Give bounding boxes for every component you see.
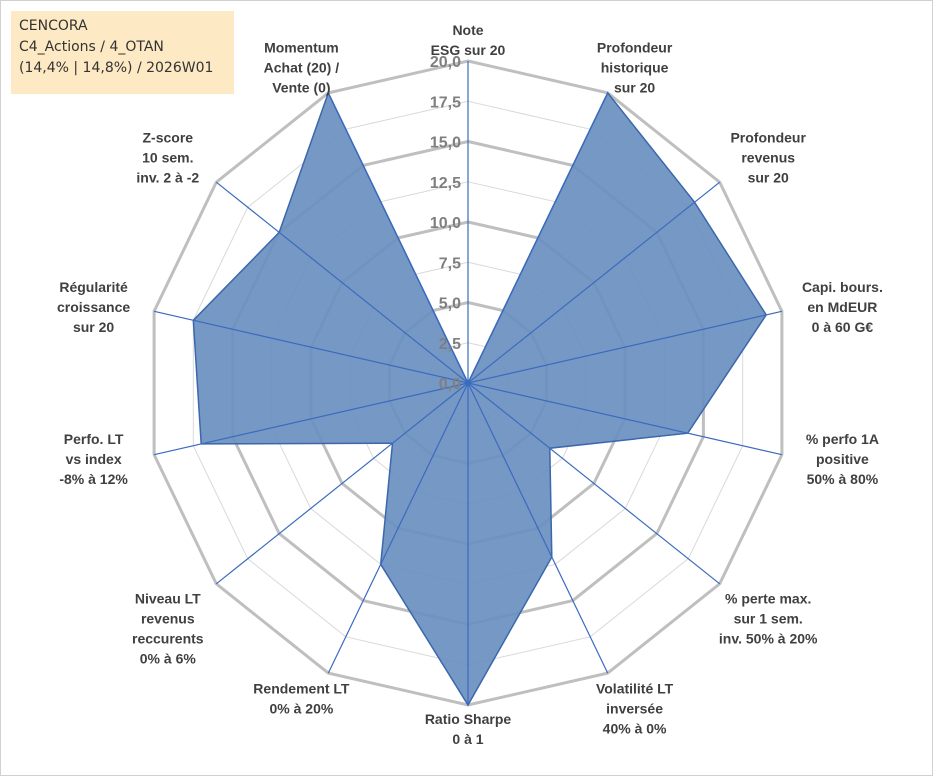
axis-label-line: 50% à 80% — [807, 471, 879, 487]
axis-label: Capi. bours. en MdEUR 0 à 60 G€ — [802, 279, 883, 335]
axis-label-line: 10 sem. — [142, 150, 193, 166]
axis-label: Profondeur historique sur 20 — [597, 39, 673, 95]
axis-label-line: Profondeur — [597, 39, 673, 55]
axis-label-line: -8% à 12% — [59, 471, 128, 487]
tick-label: 2,5 — [439, 336, 461, 353]
tick-label: 7,5 — [439, 255, 461, 272]
axis-label: Z-score 10 sem. inv. 2 à -2 — [136, 130, 199, 186]
axis-label-line: vs index — [66, 451, 122, 467]
axis-label: Rendement LT 0% à 20% — [253, 681, 350, 717]
axis-spoke — [153, 382, 469, 456]
radial-tick-labels: 0,0 2,5 5,0 7,5 10,0 12,5 15,0 17,5 20,0 — [430, 54, 461, 393]
axis-label: Ratio Sharpe 0 à 1 — [425, 711, 512, 747]
axis-label-line: Ratio Sharpe — [425, 711, 512, 727]
axis-label: Momentum Achat (20) / Vente (0) — [264, 39, 340, 95]
axis-label-line: sur 1 sem. — [734, 610, 803, 626]
axis-label: Volatilité LT inversée 40% à 0% — [596, 681, 674, 737]
axis-label-line: Note — [452, 22, 483, 38]
radar-spokes — [153, 61, 783, 705]
axis-label-line: revenus — [141, 610, 195, 626]
axis-spoke — [467, 382, 609, 674]
axis-spoke — [467, 181, 721, 384]
axis-label-line: Volatilité LT — [596, 681, 674, 697]
axis-label: % perte max. sur 1 sem. inv. 50% à 20% — [719, 590, 818, 646]
info-box: CENCORA C4_Actions / 4_OTAN (14,4% | 14,… — [11, 11, 234, 94]
axis-label-line: 40% à 0% — [603, 721, 667, 737]
tick-label: 12,5 — [430, 175, 461, 192]
info-category: C4_Actions / 4_OTAN — [19, 39, 164, 55]
axis-label-line: reccurents — [132, 630, 204, 646]
tick-label: 17,5 — [430, 94, 461, 111]
axis-label-line: Rendement LT — [253, 681, 350, 697]
axis-spoke — [467, 382, 721, 585]
axis-label-line: croissance — [57, 299, 130, 315]
tick-label: 20,0 — [430, 54, 461, 71]
axis-spoke — [327, 92, 469, 384]
axis-label-line: Niveau LT — [135, 590, 201, 606]
axis-spoke — [327, 382, 469, 674]
axis-label-line: Profondeur — [730, 130, 806, 146]
tick-label: 15,0 — [430, 135, 461, 152]
axis-labels: Note ESG sur 20 Profondeur historique sur 20… — [57, 22, 883, 747]
axis-label-line: en MdEUR — [807, 299, 877, 315]
axis-spoke — [153, 310, 469, 384]
axis-label-line: Z-score — [143, 130, 194, 146]
axis-spoke — [215, 382, 469, 585]
axis-label-line: inversée — [606, 701, 663, 717]
tick-label: 5,0 — [439, 296, 461, 313]
axis-label: Profondeur revenus sur 20 — [730, 130, 806, 186]
axis-label-line: % perte max. — [725, 590, 811, 606]
axis-label: Note ESG sur 20 — [431, 22, 506, 58]
axis-label-line: Perfo. LT — [64, 431, 124, 447]
axis-label-line: sur 20 — [614, 79, 655, 95]
axis-label-line: inv. 50% à 20% — [719, 630, 818, 646]
axis-label-line: Capi. bours. — [802, 279, 883, 295]
axis-label-line: ESG sur 20 — [431, 42, 506, 58]
axis-spoke — [215, 181, 469, 384]
axis-label: Niveau LT revenus reccurents 0% à 6% — [132, 590, 204, 666]
axis-label: Perfo. LT vs index -8% à 12% — [59, 431, 128, 487]
axis-label-line: Momentum — [264, 39, 339, 55]
tick-label: 0,0 — [439, 376, 461, 393]
axis-label-line: 0% à 20% — [269, 701, 333, 717]
axis-label-line: sur 20 — [73, 319, 114, 335]
axis-label: Régularité croissance sur 20 — [57, 279, 130, 335]
axis-label-line: Achat (20) / — [264, 59, 340, 75]
tick-label: 10,0 — [430, 215, 461, 232]
axis-label: % perfo 1A positive 50% à 80% — [806, 431, 879, 487]
axis-label-line: % perfo 1A — [806, 431, 879, 447]
axis-label-line: inv. 2 à -2 — [136, 170, 199, 186]
axis-label-line: 0% à 6% — [140, 650, 197, 666]
axis-label-line: positive — [816, 451, 869, 467]
axis-label-line: historique — [601, 59, 669, 75]
axis-label-line: 0 à 60 G€ — [812, 319, 874, 335]
axis-label-line: 0 à 1 — [452, 731, 483, 747]
axis-label-line: revenus — [741, 150, 795, 166]
axis-label-line: Régularité — [59, 279, 128, 295]
axis-spoke — [467, 92, 609, 384]
axis-spoke — [467, 310, 783, 384]
info-company: CENCORA — [19, 18, 88, 34]
axis-label-line: Vente (0) — [272, 79, 330, 95]
axis-label-line: sur 20 — [748, 170, 789, 186]
axis-spoke — [467, 382, 783, 456]
info-stats: (14,4% | 14,8%) / 2026W01 — [19, 60, 214, 76]
